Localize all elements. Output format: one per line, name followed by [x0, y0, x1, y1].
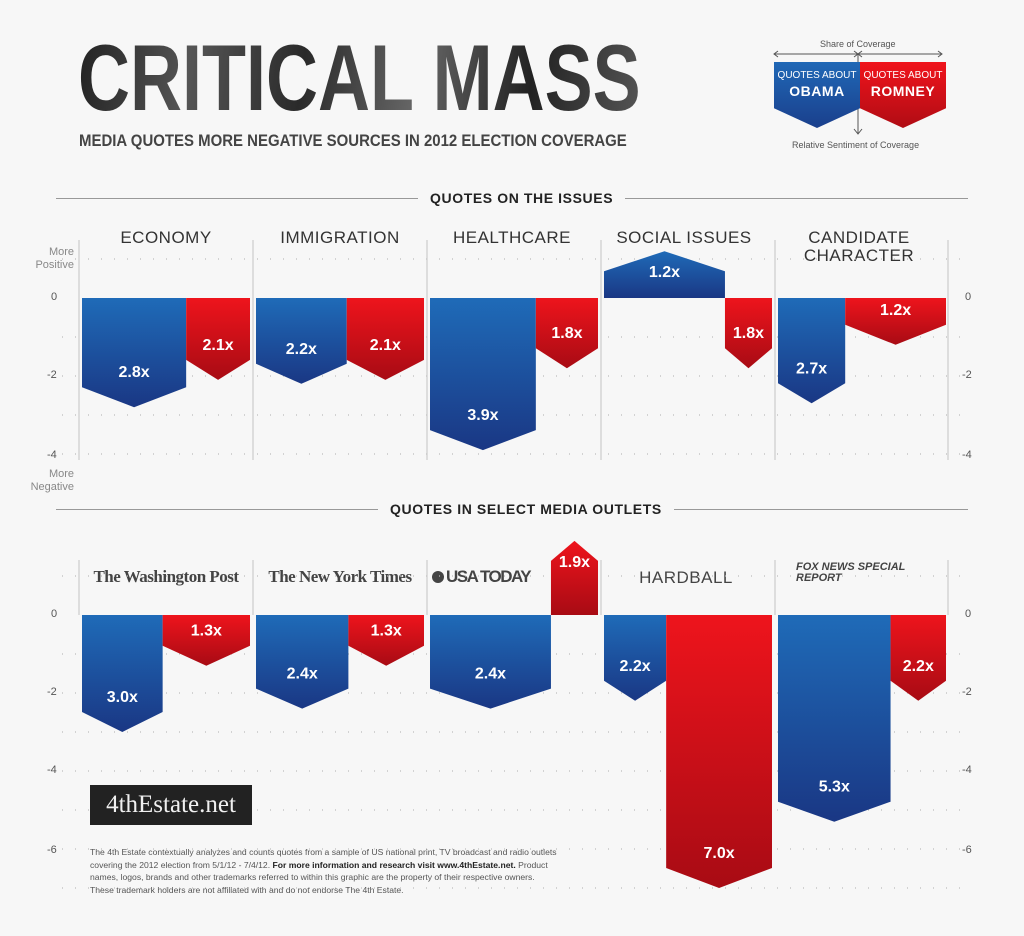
logo-new-york-times: The New York Times: [268, 567, 412, 586]
section-title-issues: QUOTES ON THE ISSUES: [418, 190, 626, 206]
infographic-subtitle: MEDIA QUOTES MORE NEGATIVE SOURCES IN 20…: [79, 131, 627, 150]
category-healthcare: HEALTHCARE: [452, 228, 572, 247]
usa-today-globe-icon: [432, 571, 444, 583]
y-tick-right: -6: [962, 844, 972, 856]
obama-ratio-label: 2.4x: [475, 666, 506, 683]
romney-bar: [845, 298, 946, 345]
y-tick-left: -2: [47, 686, 57, 698]
y-tick-right: 0: [965, 608, 972, 620]
romney-ratio-label: 2.2x: [903, 658, 934, 675]
section-title-outlets: QUOTES IN SELECT MEDIA OUTLETS: [378, 501, 674, 517]
romney-ratio-label: 2.1x: [370, 337, 401, 354]
legend-obama-small: QUOTES ABOUT: [777, 70, 857, 81]
category-social-issues: SOCIAL ISSUES: [616, 228, 752, 247]
y-tick-right: 0: [965, 291, 972, 303]
romney-ratio-label: 2.1x: [203, 337, 234, 354]
romney-bar: [666, 615, 772, 888]
category-candidate-character: CANDIDATE CHARACTER: [803, 228, 915, 265]
y-tick-left: 0: [51, 608, 58, 620]
romney-bar: [346, 298, 424, 380]
romney-bar: [890, 615, 946, 701]
obama-bar: [604, 615, 667, 701]
logo-fox-special-report: FOX NEWS SPECIAL REPORT: [796, 561, 906, 584]
obama-bar: [82, 298, 187, 408]
legend-obama-big: OBAMA: [789, 83, 845, 99]
obama-bar: [778, 298, 846, 404]
legend-romney: QUOTES ABOUT ROMNEY: [860, 62, 946, 128]
more-positive-label: More Positive: [35, 246, 74, 271]
y-tick-right: -2: [962, 686, 972, 698]
logo-usa-today: USA TODAY: [432, 567, 544, 587]
brand-logo: 4thEstate.net: [90, 785, 252, 825]
obama-ratio-label: 5.3x: [819, 779, 850, 796]
obama-bar: [778, 615, 891, 822]
romney-ratio-label: 1.8x: [733, 325, 764, 342]
y-tick-right: -4: [962, 764, 972, 776]
romney-ratio-label: 1.2x: [880, 302, 911, 319]
obama-bar: [430, 615, 551, 709]
romney-bar: [535, 298, 598, 369]
legend-romney-small: QUOTES ABOUT: [863, 70, 943, 81]
obama-ratio-label: 2.8x: [119, 364, 150, 381]
obama-ratio-label: 2.2x: [286, 341, 317, 358]
romney-bar: [724, 298, 772, 369]
romney-bar: [348, 615, 424, 666]
y-tick-right: -4: [962, 449, 972, 461]
obama-ratio-label: 2.2x: [620, 658, 651, 675]
obama-bar: [256, 298, 347, 384]
obama-ratio-label: 2.4x: [287, 666, 318, 683]
y-tick-left: -6: [47, 844, 57, 856]
y-tick-left: -2: [47, 369, 57, 381]
romney-ratio-label: 1.9x: [559, 554, 590, 571]
y-tick-left: -4: [47, 764, 57, 776]
obama-bar: [604, 251, 725, 298]
obama-bar: [256, 615, 349, 709]
category-economy: ECONOMY: [120, 228, 212, 247]
obama-ratio-label: 3.0x: [107, 689, 138, 706]
legend-romney-big: ROMNEY: [870, 83, 936, 99]
romney-bar: [550, 540, 598, 615]
category-immigration: IMMIGRATION: [280, 228, 400, 247]
obama-bar: [82, 615, 163, 732]
obama-ratio-label: 3.9x: [467, 407, 498, 424]
more-negative-label: More Negative: [30, 468, 74, 493]
infographic-title: CRITICAL MASS: [78, 27, 641, 131]
romney-ratio-label: 7.0x: [704, 845, 735, 862]
obama-ratio-label: 2.7x: [796, 360, 827, 377]
romney-ratio-label: 1.3x: [371, 623, 402, 640]
romney-ratio-label: 1.8x: [551, 325, 582, 342]
romney-ratio-label: 1.3x: [191, 623, 222, 640]
y-tick-left: -4: [47, 449, 57, 461]
obama-ratio-label: 1.2x: [649, 264, 680, 281]
obama-bar: [430, 298, 536, 451]
legend-share-label: Share of Coverage: [820, 39, 896, 49]
footnote: The 4th Estate contextually analyzes and…: [90, 847, 557, 895]
romney-bar: [162, 615, 250, 666]
y-tick-left: 0: [51, 291, 58, 303]
y-tick-right: -2: [962, 369, 972, 381]
romney-bar: [186, 298, 250, 380]
legend-sentiment-label: Relative Sentiment of Coverage: [792, 140, 920, 150]
logo-hardball: HARDBALL: [639, 568, 733, 587]
